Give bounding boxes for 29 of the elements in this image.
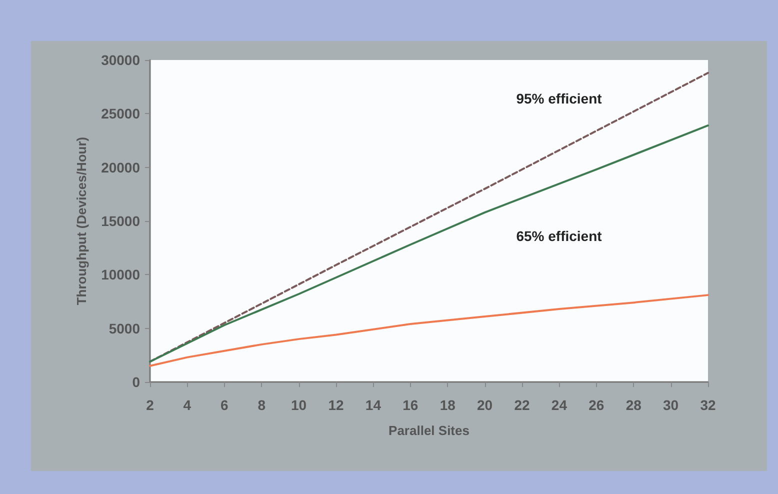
line-series <box>149 124 709 363</box>
series-label: 65% efficient <box>516 228 602 244</box>
y-tick-label: 25000 <box>101 106 140 122</box>
y-tick-label: 10000 <box>101 266 140 283</box>
x-tick-label: 18 <box>440 397 456 413</box>
x-tick-label: 8 <box>258 397 266 413</box>
x-tick-label: 24 <box>551 397 568 413</box>
x-tick-label: 2 <box>146 397 154 413</box>
y-tick-label: 15000 <box>101 213 140 229</box>
x-tick-label: 12 <box>328 397 344 413</box>
x-tick-label: 30 <box>663 397 679 413</box>
x-tick-label: 32 <box>700 397 716 413</box>
x-axis-title: Parallel Sites <box>388 423 470 438</box>
y-tick-label: 0 <box>132 374 140 390</box>
x-tick-label: 20 <box>477 397 493 413</box>
x-tick-label: 4 <box>183 397 192 413</box>
x-tick-label: 16 <box>402 397 418 413</box>
y-tick-label: 30000 <box>101 52 140 68</box>
x-tick-label: 26 <box>588 397 604 413</box>
x-tick-label: 6 <box>220 397 228 413</box>
x-tick-label: 28 <box>626 397 642 413</box>
x-tick-label: 14 <box>365 397 382 413</box>
series-label: 95% efficient <box>516 90 602 106</box>
line-series <box>149 294 709 367</box>
x-tick-label: 22 <box>514 397 530 413</box>
y-tick-label: 20000 <box>101 159 140 176</box>
y-axis-title: Throughput (Devices/Hour) <box>74 136 89 306</box>
y-tick-label: 5000 <box>108 320 140 336</box>
x-tick-label: 10 <box>291 397 307 413</box>
